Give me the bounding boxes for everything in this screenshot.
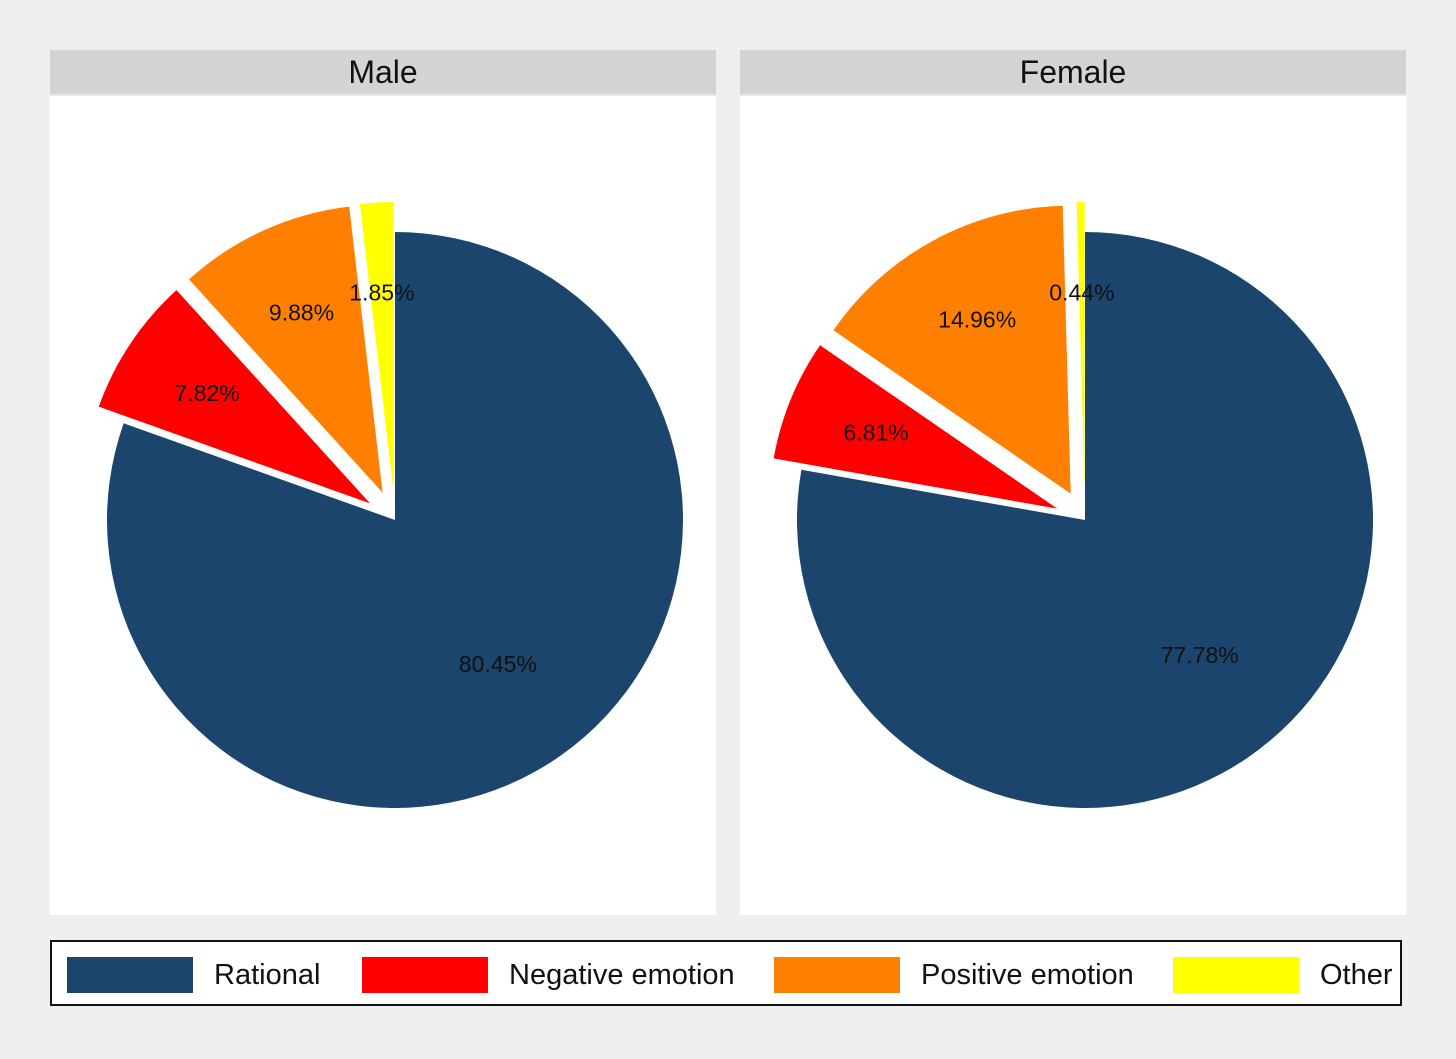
legend-swatch-rational <box>67 957 193 993</box>
panel-title: Female <box>740 50 1406 96</box>
legend-label-negative-emotion: Negative emotion <box>509 959 735 991</box>
legend-label-rational: Rational <box>214 959 321 991</box>
pie-panel-female: Female 77.78% 6.81% 14.96% 0.44% <box>740 50 1406 915</box>
slice-label-other: 1.85% <box>349 280 414 306</box>
pie-slice-other <box>1076 202 1085 491</box>
legend-swatch-other <box>1173 957 1299 993</box>
slice-label-rational: 77.78% <box>1161 642 1239 668</box>
pie-chart-female: 77.78% 6.81% 14.96% 0.44% <box>773 202 1373 809</box>
slice-label-negative-emotion: 6.81% <box>843 419 908 445</box>
slice-label-positive-emotion: 14.96% <box>938 307 1016 333</box>
legend-label-positive-emotion: Positive emotion <box>921 959 1134 991</box>
pie-slice-other <box>359 202 394 491</box>
panel-title: Male <box>50 50 716 96</box>
pie-panel-male: Male 80.45% 7.82% 9.88% 1.85% <box>50 50 716 915</box>
pie-slice-positive-emotion <box>189 206 383 493</box>
legend-label-other: Other <box>1320 959 1393 991</box>
legend-swatch-positive-emotion <box>774 957 900 993</box>
pie-slice-rational <box>797 232 1373 809</box>
legend-swatch-negative-emotion <box>362 957 488 993</box>
legend: Rational Negative emotion Positive emoti… <box>50 940 1402 1006</box>
slice-label-positive-emotion: 9.88% <box>269 299 334 325</box>
pie-chart-male: 80.45% 7.82% 9.88% 1.85% <box>98 202 683 808</box>
slice-label-other: 0.44% <box>1049 279 1114 305</box>
slice-label-rational: 80.45% <box>459 651 537 677</box>
pie-slice-rational <box>106 232 683 808</box>
slice-label-negative-emotion: 7.82% <box>174 380 239 406</box>
pie-slice-negative-emotion <box>98 290 371 504</box>
pie-slice-positive-emotion <box>833 205 1071 494</box>
pie-slice-negative-emotion <box>773 345 1058 509</box>
